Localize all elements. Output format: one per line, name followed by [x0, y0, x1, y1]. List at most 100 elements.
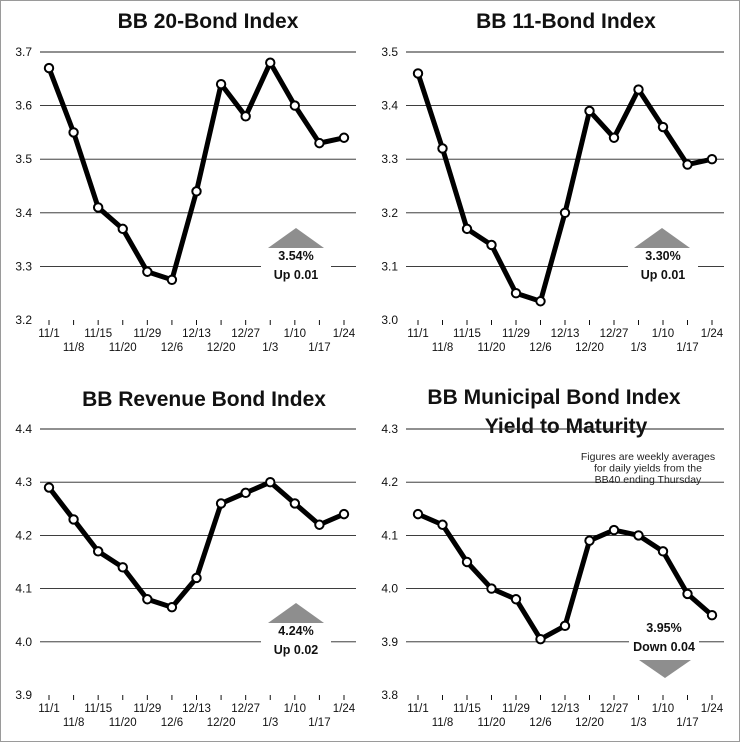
x-tick-label: 12/27: [231, 703, 260, 715]
rev-data-point: [314, 519, 325, 530]
x-tick-label: 12/27: [231, 328, 260, 340]
x-tick-label: 1/3: [631, 717, 647, 729]
y-tick-label: 3.5: [381, 45, 398, 59]
note-line: BB40 ending Thursday: [595, 474, 702, 486]
rev-data-point: [338, 508, 350, 520]
x-tick-label: 1/17: [308, 342, 330, 354]
bb11-change: Up 0.01: [641, 268, 686, 282]
y-tick-label: 3.6: [15, 99, 32, 113]
rev-data-point: [265, 477, 276, 488]
bb11-data-point: [412, 68, 424, 79]
x-tick-label: 1/24: [701, 328, 724, 340]
bb20-data-point: [240, 111, 251, 122]
bb11-latest-value: 3.30%: [645, 249, 680, 263]
bb20-latest-value: 3.54%: [278, 249, 313, 263]
x-tick-label: 11/1: [407, 328, 429, 340]
callout-background: [261, 622, 331, 660]
bb11-data-point: [608, 132, 620, 143]
bb11-data-point: [437, 143, 448, 154]
x-tick-label: 11/8: [63, 342, 85, 354]
x-tick-label: 11/8: [432, 342, 454, 354]
muni-data-point: [706, 610, 718, 621]
x-tick-label: 1/3: [262, 717, 278, 729]
y-tick-label: 4.4: [15, 422, 32, 436]
bb20-data-point: [117, 223, 128, 235]
x-tick-label: 11/20: [478, 717, 506, 729]
x-tick-label: 11/20: [109, 342, 137, 354]
bb11-data-point: [559, 207, 571, 219]
muni-latest-value: 3.95%: [646, 621, 681, 635]
muni-data-point: [584, 535, 595, 546]
x-tick-label: 11/20: [109, 717, 137, 729]
bb20-data-point: [215, 78, 227, 90]
bb11-data-point: [486, 239, 497, 251]
x-tick-label: 1/3: [631, 342, 647, 354]
bb11-panel: BB 11-Bond Index3.53.43.33.23.13.011/111…: [381, 10, 724, 354]
note-line: for daily yields from the: [594, 463, 702, 475]
bb20-data-point: [92, 202, 104, 213]
x-tick-label: 11/15: [84, 703, 112, 715]
note-line: Figures are weekly averages: [581, 451, 715, 463]
y-tick-label: 3.3: [381, 152, 398, 166]
x-tick-label: 12/20: [575, 717, 604, 729]
y-tick-label: 3.0: [381, 313, 398, 327]
bb20-change: Up 0.01: [274, 268, 319, 282]
x-tick-label: 11/29: [133, 703, 161, 715]
x-tick-label: 1/10: [284, 703, 306, 715]
x-tick-label: 12/20: [575, 342, 604, 354]
bb20-data-point: [166, 274, 178, 285]
muni-subtitle: Yield to Maturity: [485, 415, 648, 438]
x-tick-label: 12/6: [161, 717, 183, 729]
bb11-data-point: [535, 296, 546, 307]
y-tick-label: 4.3: [15, 475, 32, 489]
muni-data-point: [412, 508, 424, 520]
x-tick-label: 12/27: [600, 328, 629, 340]
rev-data-point: [92, 546, 104, 557]
x-tick-label: 1/10: [284, 328, 306, 340]
up-arrow-icon: [268, 603, 324, 623]
x-tick-label: 12/13: [551, 328, 580, 340]
x-tick-label: 1/17: [676, 342, 698, 354]
bb20-title: BB 20-Bond Index: [118, 10, 299, 33]
up-arrow-icon: [268, 228, 324, 248]
rev-data-point: [117, 562, 128, 573]
y-tick-label: 3.9: [381, 635, 398, 649]
muni-data-point: [559, 620, 571, 632]
muni-data-point: [682, 588, 693, 600]
bb11-data-point: [510, 288, 522, 299]
y-tick-label: 3.8: [381, 688, 398, 702]
rev-panel: BB Revenue Bond Index 4.4 4.3 4.2 4.1 4.0 3.9 1…: [15, 388, 356, 729]
x-tick-label: 11/1: [38, 328, 60, 340]
x-tick-label: 11/29: [502, 703, 530, 715]
y-tick-label: 4.1: [15, 582, 32, 596]
bb20-data-point: [191, 186, 202, 197]
callout-background: [629, 619, 699, 657]
y-tick-label: 3.1: [381, 259, 398, 273]
y-tick-label: 3.2: [15, 313, 32, 327]
x-tick-label: 12/6: [529, 342, 551, 354]
muni-data-point: [486, 583, 497, 594]
y-tick-label: 4.3: [381, 422, 398, 436]
x-tick-label: 1/17: [308, 717, 330, 729]
muni-change: Down 0.04: [633, 640, 695, 654]
y-tick-label: 4.2: [381, 475, 398, 489]
rev-latest-value: 4.24%: [278, 624, 313, 638]
bb11-data-point: [633, 84, 644, 95]
bb20-data-point: [142, 266, 153, 277]
x-tick-label: 12/20: [207, 342, 236, 354]
x-tick-label: 12/13: [182, 703, 211, 715]
bb11-data-point: [584, 105, 595, 117]
muni-title: BB Municipal Bond Index: [427, 386, 680, 409]
rev-data-point: [43, 482, 55, 493]
x-tick-label: 12/13: [182, 328, 211, 340]
rev-change: Up 0.02: [274, 643, 319, 657]
y-tick-label: 3.2: [381, 206, 398, 220]
x-tick-label: 1/24: [701, 703, 724, 715]
down-arrow-icon: [639, 660, 691, 678]
rev-data-point: [240, 487, 251, 499]
rev-data-point: [166, 602, 178, 613]
x-tick-label: 11/1: [407, 703, 429, 715]
x-tick-label: 1/10: [652, 703, 674, 715]
bb11-data-point: [706, 154, 718, 165]
